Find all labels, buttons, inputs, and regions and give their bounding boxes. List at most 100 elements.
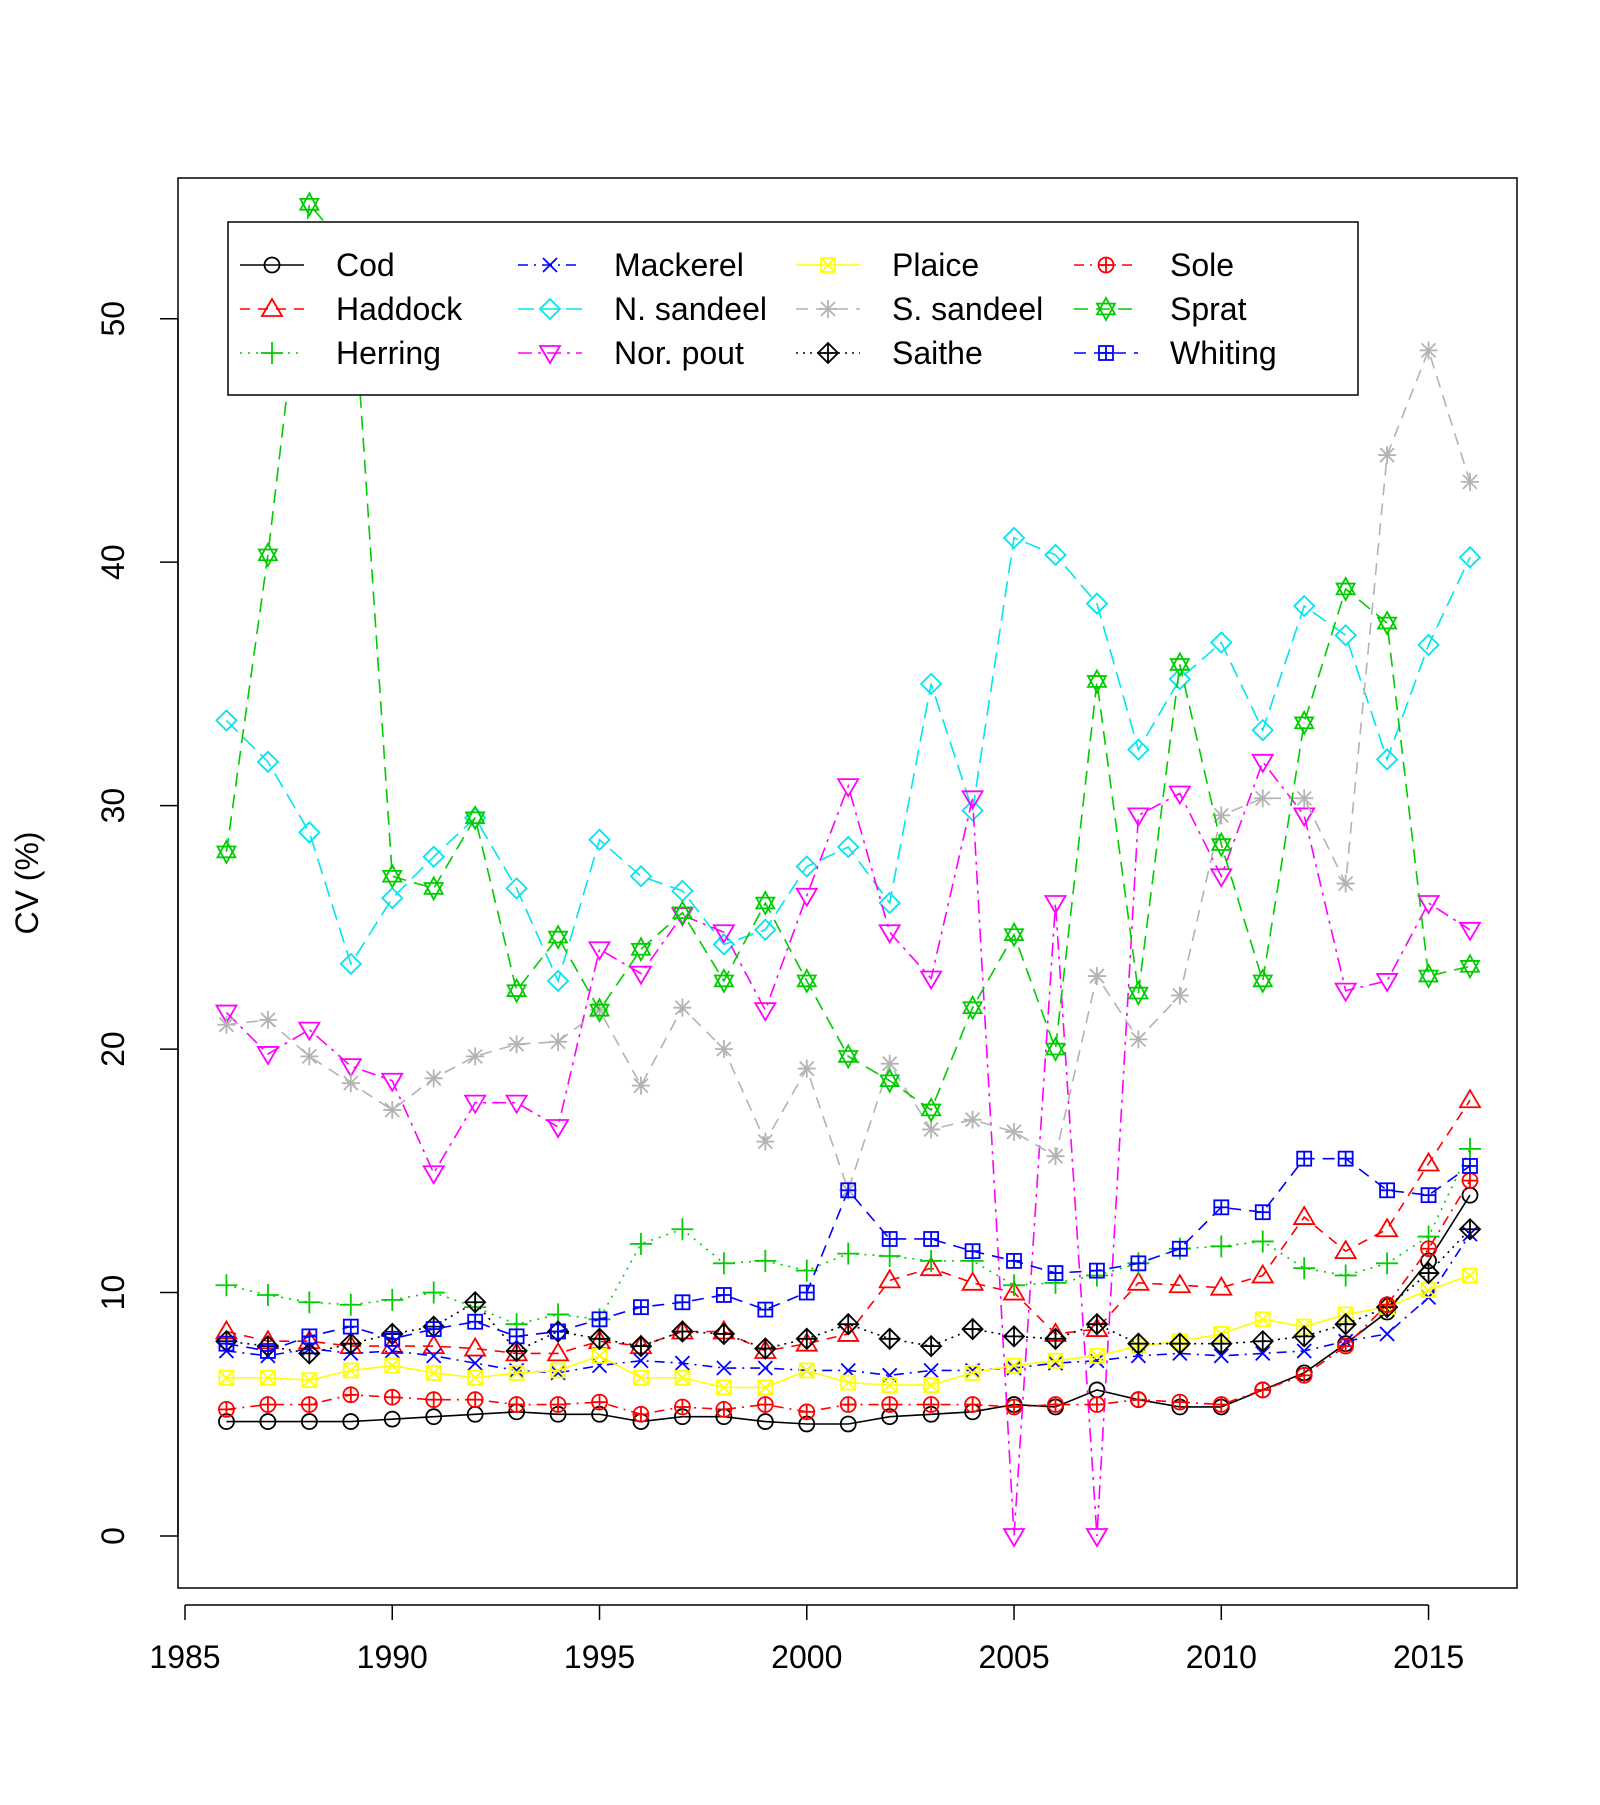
point-whiting (1089, 1262, 1105, 1279)
point-s-sandeel (549, 1032, 568, 1051)
x-tick-label: 1995 (564, 1639, 635, 1675)
point-whiting (964, 1243, 981, 1260)
x-tick-label: 2005 (978, 1639, 1049, 1675)
y-tick-label: 40 (95, 544, 131, 580)
point-n-sandeel (588, 828, 611, 851)
point-n-sandeel (1375, 748, 1399, 771)
point-n-sandeel (1458, 546, 1482, 569)
point-haddock (1334, 1239, 1358, 1260)
point-sprat (713, 968, 735, 994)
legend-marker-whiting (1098, 345, 1114, 361)
point-nor-pout (1458, 921, 1482, 942)
point-haddock (1209, 1275, 1233, 1296)
point-sprat (506, 977, 528, 1004)
point-herring (712, 1252, 735, 1275)
point-sole (1129, 1391, 1147, 1409)
point-nor-pout (629, 965, 653, 986)
point-nor-pout (546, 1119, 570, 1139)
point-saithe (1085, 1312, 1109, 1336)
point-haddock (961, 1271, 985, 1291)
point-n-sandeel (795, 855, 819, 878)
point-n-sandeel (1085, 592, 1109, 615)
point-n-sandeel (836, 835, 860, 859)
point-n-sandeel (380, 886, 404, 910)
point-sole (1005, 1398, 1023, 1416)
point-sprat (962, 994, 984, 1021)
series-n-sandeel (215, 526, 1482, 993)
point-herring (215, 1274, 238, 1297)
point-nor-pout (919, 970, 943, 991)
point-herring (422, 1281, 445, 1304)
point-s-sandeel (1336, 874, 1355, 893)
point-nor-pout (505, 1094, 529, 1115)
point-whiting (467, 1313, 484, 1330)
point-nor-pout (297, 1021, 321, 1042)
point-herring (1293, 1257, 1316, 1280)
point-s-sandeel (217, 1015, 236, 1034)
point-saithe (878, 1327, 901, 1351)
point-plaice (633, 1369, 649, 1386)
point-cod (300, 1413, 318, 1430)
legend-marker-sole (1097, 256, 1115, 274)
legend-label-whiting: Whiting (1170, 335, 1277, 371)
point-mackerel (923, 1362, 939, 1379)
point-n-sandeel (1292, 594, 1316, 618)
point-sole (1171, 1393, 1189, 1411)
point-whiting (342, 1318, 359, 1335)
point-plaice (301, 1372, 318, 1389)
point-nor-pout (836, 778, 860, 798)
point-mackerel (716, 1360, 732, 1376)
point-s-sandeel (1129, 1030, 1148, 1049)
point-sprat (796, 968, 818, 994)
point-herring (1459, 1137, 1481, 1160)
y-tick-label: 0 (95, 1527, 131, 1545)
point-saithe (754, 1337, 777, 1360)
legend-label-saithe: Saithe (892, 335, 983, 371)
point-haddock (1085, 1317, 1109, 1337)
x-axis: 1985 1990 1995 2000 2005 2010 2015 (149, 1604, 1464, 1675)
point-sole (1088, 1396, 1106, 1413)
point-s-sandeel (1005, 1122, 1024, 1141)
point-sprat (754, 890, 776, 916)
point-saithe (588, 1327, 611, 1351)
point-herring (1210, 1235, 1233, 1258)
point-s-sandeel (797, 1059, 816, 1078)
point-sole (839, 1396, 857, 1413)
point-sole (1212, 1396, 1230, 1413)
point-sole (964, 1396, 981, 1413)
legend-label-plaice: Plaice (892, 247, 979, 283)
point-herring (1334, 1264, 1357, 1287)
legend-marker-cod (263, 256, 281, 274)
point-sprat (671, 899, 693, 926)
point-whiting (674, 1294, 691, 1311)
y-axis: 0 10 20 30 40 50 (95, 301, 179, 1545)
point-plaice (881, 1377, 898, 1393)
point-haddock (795, 1331, 819, 1352)
legend-marker-s-sandeel (819, 300, 837, 318)
point-sole (300, 1396, 318, 1413)
point-plaice (674, 1369, 691, 1386)
point-sprat (630, 936, 652, 963)
point-whiting (425, 1321, 442, 1337)
point-n-sandeel (1417, 633, 1440, 657)
point-whiting (1379, 1182, 1395, 1199)
legend-marker-saithe (816, 341, 840, 365)
point-whiting (1047, 1265, 1064, 1281)
point-n-sandeel (712, 933, 736, 956)
point-herring (1003, 1274, 1026, 1297)
point-cod (342, 1413, 360, 1430)
point-plaice (923, 1377, 940, 1393)
legend-marker-nor-pout (538, 345, 562, 365)
point-sprat (837, 1043, 859, 1070)
point-whiting (840, 1182, 857, 1199)
point-s-sandeel (1046, 1147, 1065, 1166)
point-nor-pout (1168, 785, 1192, 806)
point-plaice (467, 1369, 484, 1386)
point-sole (549, 1396, 567, 1413)
series-line-nor-pout (225, 760, 1471, 1537)
point-whiting (508, 1328, 525, 1345)
point-saithe (1210, 1332, 1233, 1355)
point-saithe (919, 1334, 943, 1358)
point-sole (798, 1403, 816, 1421)
point-saithe (463, 1291, 487, 1314)
